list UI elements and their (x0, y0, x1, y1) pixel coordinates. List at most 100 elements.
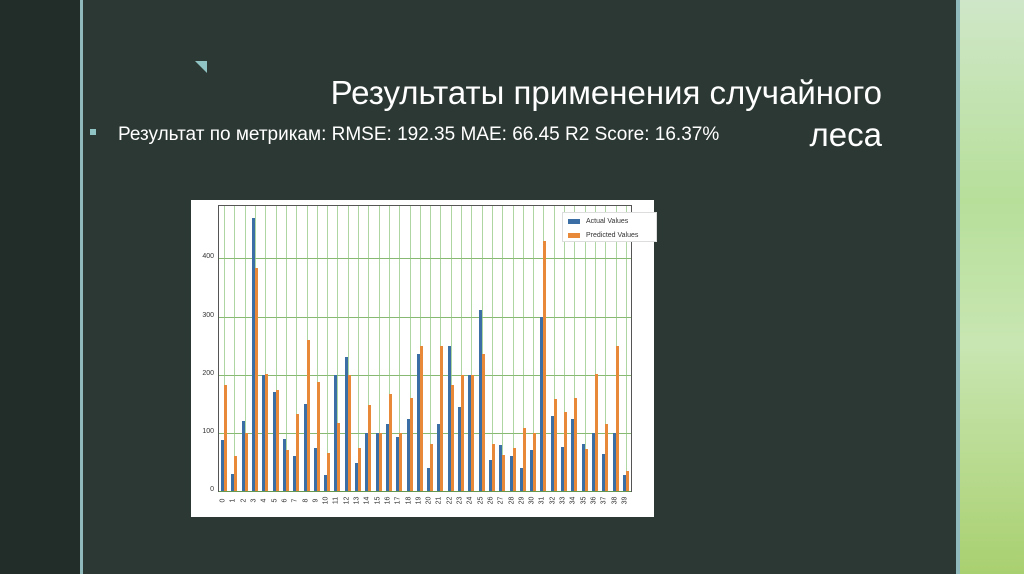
x-tick-label: 8 (302, 498, 310, 503)
right-accent-line (956, 0, 960, 574)
bar-actual (458, 406, 462, 491)
x-tick-label: 1 (229, 498, 237, 503)
y-tick-label: 0 (210, 486, 214, 493)
bar-actual (406, 418, 410, 491)
bar-predicted (543, 240, 547, 491)
legend-swatch-predicted (568, 232, 580, 238)
x-tick-label: 25 (477, 496, 485, 505)
v-gridline (399, 206, 401, 491)
bar-actual (355, 463, 359, 491)
bar-predicted (306, 339, 310, 491)
bar-predicted (368, 404, 372, 491)
bar-predicted (615, 345, 619, 491)
x-tick-label: 15 (374, 496, 382, 505)
x-tick-label: 39 (621, 496, 629, 505)
x-tick-label: 24 (466, 496, 474, 505)
y-tick-label: 100 (202, 427, 214, 435)
x-tick-label: 26 (487, 496, 495, 505)
x-tick-label: 16 (384, 496, 392, 505)
corner-triangle-icon (195, 61, 207, 73)
bar-actual (612, 432, 616, 491)
x-tick-label: 29 (518, 496, 526, 505)
bar-predicted (255, 268, 259, 491)
bar-predicted (347, 374, 351, 491)
x-tick-label: 6 (281, 498, 289, 503)
bar-predicted (594, 373, 598, 491)
bar-predicted (388, 394, 392, 491)
x-tick-label: 9 (312, 498, 320, 503)
bar-predicted (275, 389, 279, 491)
v-gridline (388, 206, 390, 491)
v-gridline (296, 206, 298, 491)
v-gridline (337, 206, 339, 491)
bar-predicted (574, 397, 578, 491)
v-gridline (533, 206, 535, 491)
left-accent-line (80, 0, 83, 574)
bar-actual (499, 445, 503, 491)
bar-actual (427, 467, 431, 491)
bar-actual (437, 424, 441, 491)
x-tick-label: 10 (322, 496, 330, 505)
bar-actual (313, 447, 317, 491)
x-tick-label: 18 (405, 496, 413, 505)
bar-predicted (358, 447, 362, 491)
x-tick-label: 30 (528, 496, 536, 505)
v-gridline (285, 206, 287, 491)
x-tick-label: 11 (332, 496, 340, 505)
bar-predicted (419, 345, 423, 491)
x-tick-label: 17 (394, 496, 402, 505)
bar-actual (303, 403, 307, 491)
v-gridline (522, 206, 524, 491)
legend-label-predicted: Predicted Values (586, 231, 639, 239)
x-tick-label: 7 (291, 498, 299, 503)
v-gridline (378, 206, 380, 491)
chart-legend: Actual Values Predicted Values (562, 212, 657, 242)
x-tick-label: 12 (343, 496, 351, 505)
slide-title: Результаты применения случайного леса (200, 72, 882, 156)
v-gridline (265, 206, 267, 491)
bar-actual (365, 432, 369, 491)
x-tick-label: 31 (538, 496, 546, 505)
x-tick-label: 28 (508, 496, 516, 505)
legend-item-actual: Actual Values (568, 215, 656, 227)
legend-label-actual: Actual Values (586, 217, 629, 225)
bar-actual (540, 316, 544, 491)
bar-predicted (461, 375, 465, 491)
x-tick-label: 21 (435, 496, 443, 505)
bar-predicted (533, 432, 537, 491)
bar-actual (530, 450, 534, 491)
bar-predicted (378, 432, 382, 491)
bar-actual (519, 467, 523, 491)
x-tick-label: 23 (456, 496, 464, 505)
y-tick-label: 300 (202, 311, 214, 319)
bar-actual (550, 415, 554, 491)
v-gridline (450, 206, 452, 491)
v-gridline (327, 206, 329, 491)
bar-predicted (564, 412, 568, 491)
x-tick-label: 33 (559, 496, 567, 505)
v-gridline (481, 206, 483, 491)
bar-predicted (471, 374, 475, 491)
x-tick-label: 22 (446, 496, 454, 505)
bar-actual (396, 436, 400, 491)
v-gridline (471, 206, 473, 491)
x-tick-label: 0 (219, 498, 227, 503)
x-tick-label: 13 (353, 496, 361, 505)
bar-actual (324, 474, 328, 491)
bar-actual (282, 438, 286, 491)
x-tick-label: 5 (271, 498, 279, 503)
bar-actual (571, 418, 575, 491)
v-gridline (316, 206, 318, 491)
bar-predicted (409, 397, 413, 491)
v-gridline (605, 206, 607, 491)
title-line-1: Результаты применения случайного (330, 74, 882, 111)
bar-actual (241, 421, 245, 491)
legend-swatch-actual (568, 218, 580, 224)
x-tick-label: 35 (580, 496, 588, 505)
v-gridline (574, 206, 576, 491)
bar-predicted (553, 399, 557, 491)
bar-actual (344, 357, 348, 491)
bar-actual (447, 345, 451, 491)
bar-predicted (244, 432, 248, 491)
bar-predicted (316, 381, 320, 491)
